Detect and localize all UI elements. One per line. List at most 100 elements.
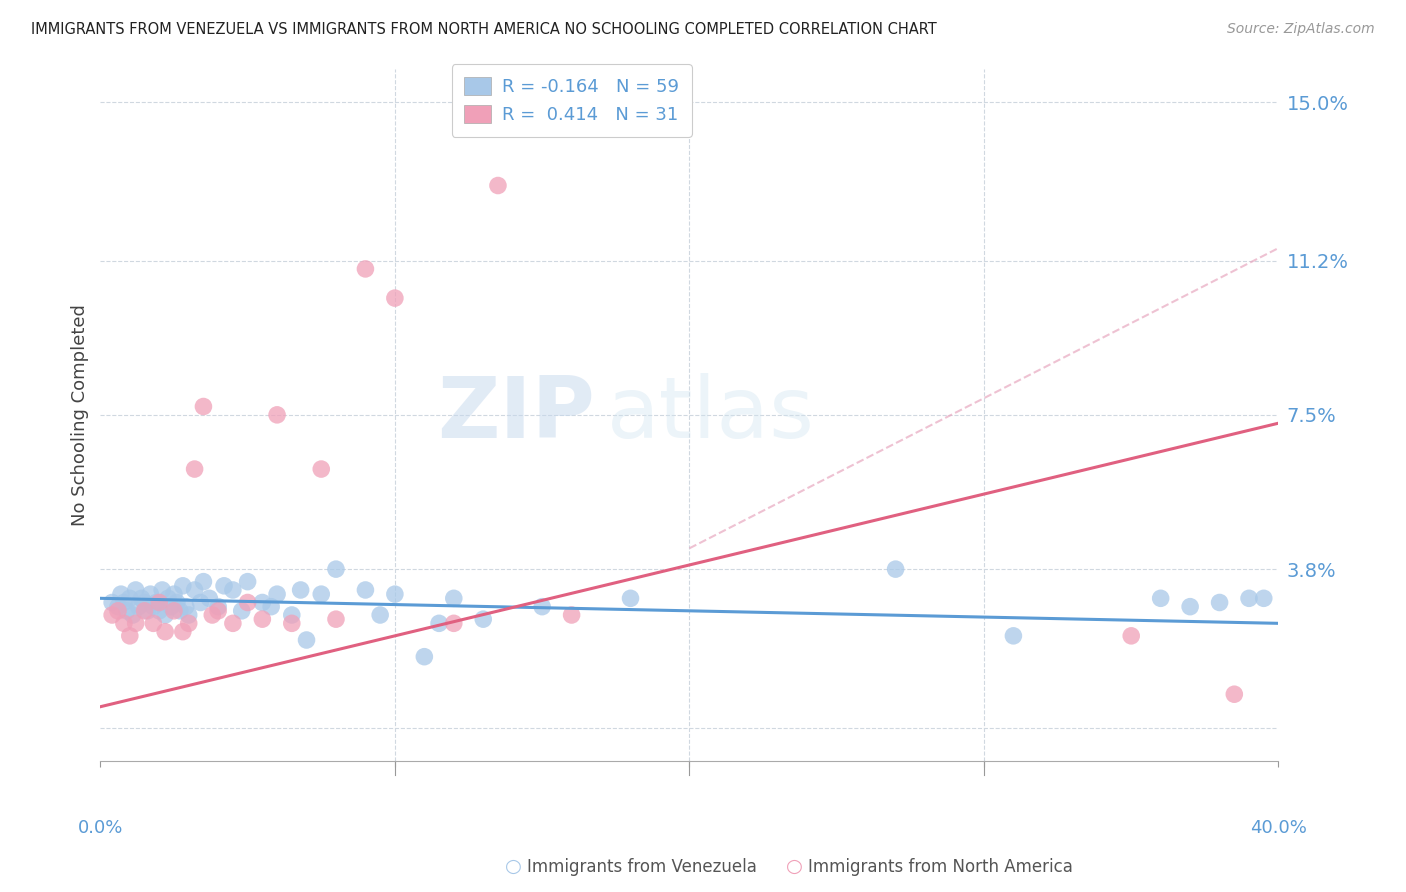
- Text: ZIP: ZIP: [437, 374, 595, 457]
- Point: [236, 595, 259, 609]
- Point: [201, 607, 224, 622]
- Point: [207, 599, 229, 614]
- Point: [131, 591, 153, 606]
- Point: [1150, 591, 1173, 606]
- Point: [110, 587, 132, 601]
- Point: [193, 400, 215, 414]
- Point: [145, 595, 167, 609]
- Legend: R = -0.164   N = 59, R =  0.414   N = 31: R = -0.164 N = 59, R = 0.414 N = 31: [451, 64, 692, 137]
- Point: [884, 562, 907, 576]
- Point: [384, 587, 406, 601]
- Point: [309, 462, 332, 476]
- Point: [1178, 599, 1201, 614]
- Point: [157, 591, 180, 606]
- Point: [531, 599, 554, 614]
- Point: [134, 595, 156, 609]
- Point: [212, 579, 235, 593]
- Point: [172, 624, 194, 639]
- Point: [101, 595, 124, 609]
- Point: [486, 178, 509, 193]
- Point: [325, 562, 347, 576]
- Point: [112, 595, 135, 609]
- Point: [163, 587, 186, 601]
- Point: [472, 612, 495, 626]
- Point: [142, 616, 165, 631]
- Point: [118, 591, 141, 606]
- Text: atlas: atlas: [607, 374, 815, 457]
- Point: [252, 595, 274, 609]
- Point: [198, 591, 221, 606]
- Point: [354, 261, 377, 276]
- Point: [260, 599, 283, 614]
- Point: [266, 587, 288, 601]
- Text: 0.0%: 0.0%: [77, 820, 124, 838]
- Point: [112, 616, 135, 631]
- Y-axis label: No Schooling Completed: No Schooling Completed: [72, 304, 89, 525]
- Point: [309, 587, 332, 601]
- Point: [115, 604, 138, 618]
- Point: [1253, 591, 1275, 606]
- Point: [142, 599, 165, 614]
- Text: Immigrants from Venezuela: Immigrants from Venezuela: [527, 858, 756, 876]
- Point: [139, 587, 162, 601]
- Point: [266, 408, 288, 422]
- Point: [207, 604, 229, 618]
- Point: [252, 612, 274, 626]
- Point: [136, 604, 159, 618]
- Point: [290, 582, 312, 597]
- Text: Source: ZipAtlas.com: Source: ZipAtlas.com: [1227, 22, 1375, 37]
- Point: [177, 616, 200, 631]
- Point: [174, 599, 197, 614]
- Point: [121, 607, 143, 622]
- Text: ○: ○: [505, 857, 522, 876]
- Point: [1002, 629, 1025, 643]
- Point: [368, 607, 391, 622]
- Text: IMMIGRANTS FROM VENEZUELA VS IMMIGRANTS FROM NORTH AMERICA NO SCHOOLING COMPLETE: IMMIGRANTS FROM VENEZUELA VS IMMIGRANTS …: [31, 22, 936, 37]
- Point: [1208, 595, 1230, 609]
- Point: [619, 591, 641, 606]
- Point: [384, 291, 406, 305]
- Point: [134, 604, 156, 618]
- Point: [295, 633, 318, 648]
- Point: [163, 604, 186, 618]
- Point: [281, 616, 304, 631]
- Text: Immigrants from North America: Immigrants from North America: [808, 858, 1073, 876]
- Point: [281, 607, 304, 622]
- Point: [427, 616, 450, 631]
- Point: [160, 599, 183, 614]
- Point: [118, 629, 141, 643]
- Point: [166, 595, 188, 609]
- Point: [231, 604, 253, 618]
- Point: [1223, 687, 1246, 701]
- Point: [128, 599, 150, 614]
- Point: [236, 574, 259, 589]
- Point: [619, 116, 641, 130]
- Point: [107, 599, 129, 614]
- Point: [190, 595, 212, 609]
- Point: [222, 582, 245, 597]
- Point: [169, 604, 191, 618]
- Point: [153, 607, 176, 622]
- Point: [148, 595, 170, 609]
- Point: [183, 462, 205, 476]
- Point: [1237, 591, 1260, 606]
- Text: ○: ○: [786, 857, 803, 876]
- Point: [222, 616, 245, 631]
- Point: [354, 582, 377, 597]
- Point: [150, 582, 173, 597]
- Point: [153, 624, 176, 639]
- Point: [125, 582, 148, 597]
- Point: [183, 582, 205, 597]
- Point: [413, 649, 436, 664]
- Point: [443, 616, 465, 631]
- Point: [325, 612, 347, 626]
- Point: [443, 591, 465, 606]
- Point: [172, 579, 194, 593]
- Point: [148, 604, 170, 618]
- Point: [561, 607, 583, 622]
- Point: [177, 607, 200, 622]
- Point: [101, 607, 124, 622]
- Point: [1121, 629, 1143, 643]
- Point: [125, 616, 148, 631]
- Point: [107, 604, 129, 618]
